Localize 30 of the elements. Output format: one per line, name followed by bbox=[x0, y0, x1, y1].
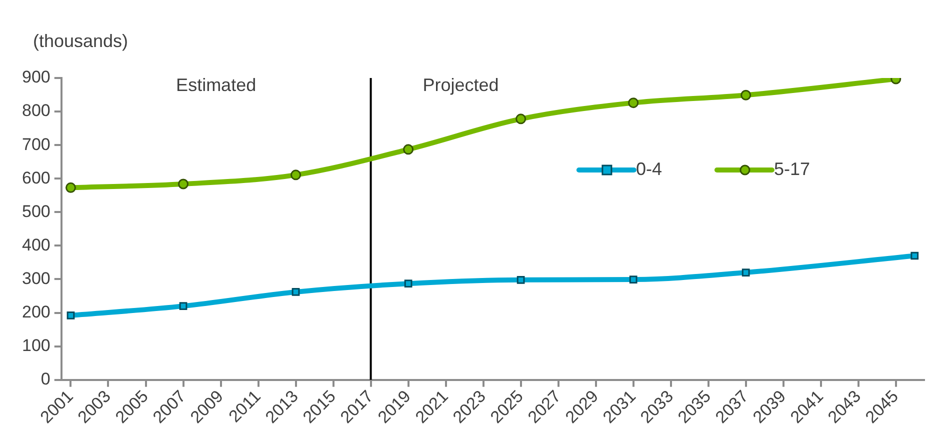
y-tick-label: 300 bbox=[22, 268, 50, 288]
point bbox=[178, 178, 189, 190]
y-tick-label: 900 bbox=[22, 68, 50, 87]
y-tick-label: 100 bbox=[22, 336, 50, 355]
point bbox=[404, 280, 412, 288]
point bbox=[516, 276, 525, 284]
annotation: Projected bbox=[422, 74, 499, 95]
y-tick-label: 200 bbox=[22, 302, 50, 322]
point bbox=[516, 114, 526, 124]
point bbox=[910, 252, 919, 260]
point bbox=[66, 312, 75, 320]
legend-label: 5-17 bbox=[774, 158, 810, 179]
point bbox=[742, 268, 750, 276]
point bbox=[628, 98, 639, 108]
point bbox=[740, 90, 752, 100]
point bbox=[179, 302, 188, 310]
y-tick-label: 400 bbox=[22, 235, 50, 254]
y-tick-label: 500 bbox=[22, 202, 50, 221]
y-tick-label: 800 bbox=[22, 101, 50, 120]
annotation: Estimated bbox=[176, 74, 256, 95]
y-axis-title: (thousands) bbox=[33, 30, 128, 51]
point bbox=[290, 170, 302, 180]
point bbox=[629, 276, 638, 284]
y-tick-label: 0 bbox=[40, 370, 50, 389]
legend-label: 0-4 bbox=[636, 158, 662, 179]
point bbox=[292, 288, 300, 296]
point bbox=[403, 144, 414, 155]
point bbox=[65, 182, 76, 193]
y-tick-label: 700 bbox=[22, 134, 50, 154]
y-tick-label: 600 bbox=[22, 168, 50, 188]
